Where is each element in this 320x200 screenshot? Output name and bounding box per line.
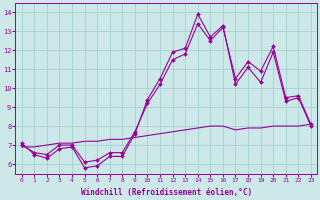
X-axis label: Windchill (Refroidissement éolien,°C): Windchill (Refroidissement éolien,°C) [81, 188, 252, 197]
